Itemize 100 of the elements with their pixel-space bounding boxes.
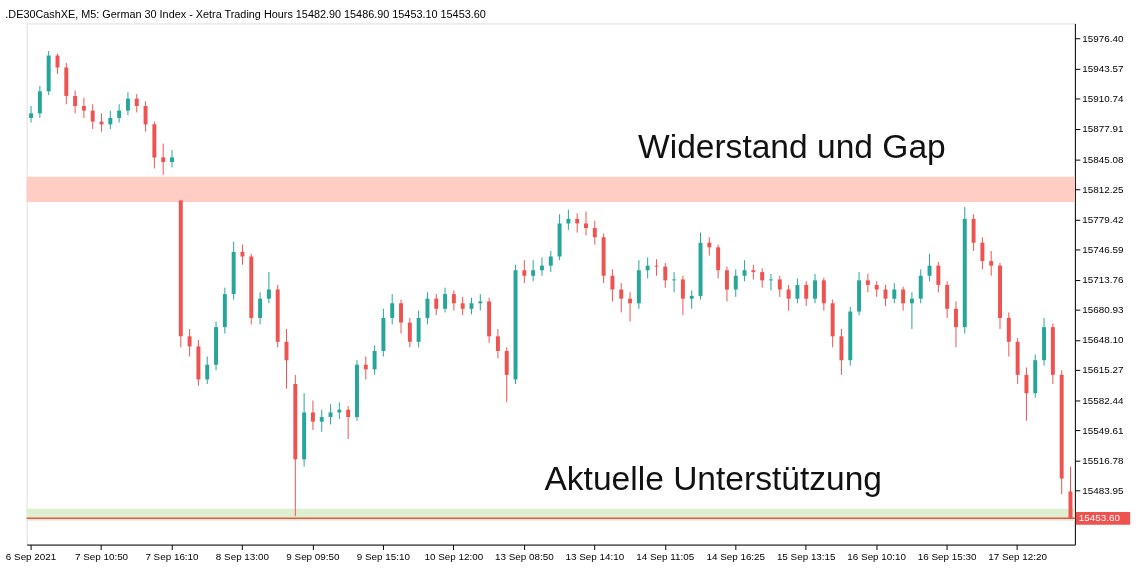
- candlestick: [310, 400, 315, 431]
- candlestick: [733, 268, 738, 298]
- x-tick-label: 14 Sep 16:25: [706, 550, 766, 562]
- candlestick: [865, 273, 870, 293]
- y-tick-label: 15648.10: [1082, 334, 1124, 346]
- candlestick: [478, 293, 483, 312]
- candlestick: [953, 300, 958, 348]
- x-tick-label: 10 Sep 12:00: [424, 550, 484, 562]
- candlestick: [1024, 367, 1029, 422]
- candlestick: [399, 299, 403, 335]
- candlestick: [724, 266, 729, 302]
- candlestick: [319, 409, 324, 433]
- candlestick: [760, 267, 765, 289]
- y-tick-label: 15516.78: [1082, 454, 1124, 466]
- candlestick: [786, 284, 791, 312]
- candlestick: [73, 89, 78, 114]
- candlestick: [821, 277, 826, 312]
- x-tick-label: 14 Sep 11:05: [636, 550, 695, 562]
- y-tick-label: 15713.76: [1082, 274, 1124, 286]
- y-tick-label: 15779.42: [1082, 213, 1124, 225]
- candlestick: [205, 356, 210, 385]
- candlestick: [266, 271, 271, 304]
- band-label: Aktuelle Unterstützung: [544, 460, 883, 498]
- x-tick-label: 17 Sep 12:20: [988, 550, 1048, 562]
- candlestick: [769, 273, 773, 291]
- x-tick-label: 7 Sep 16:10: [145, 550, 200, 562]
- candlestick: [81, 97, 86, 119]
- x-tick-label: 13 Sep 14:10: [565, 550, 625, 562]
- candlestick: [522, 259, 527, 284]
- y-tick-label: 15877.91: [1082, 123, 1124, 135]
- candlestick: [584, 211, 588, 236]
- candlestick: [117, 103, 122, 124]
- candlestick: [989, 250, 994, 277]
- candlestick: [777, 275, 782, 298]
- candlestick: [680, 275, 685, 316]
- candlestick: [143, 100, 148, 133]
- x-tick-label: 9 Sep 09:50: [286, 550, 341, 562]
- candlestick: [610, 268, 615, 302]
- candlestick: [108, 110, 113, 130]
- candlestick: [125, 91, 130, 116]
- candlestick: [170, 149, 174, 168]
- candlestick: [892, 282, 897, 304]
- candlestick: [672, 271, 677, 293]
- candlestick: [134, 93, 139, 113]
- ref-line-label: 15453.60: [1078, 512, 1121, 524]
- y-tick-label: 15910.74: [1082, 93, 1124, 105]
- candlestick: [945, 280, 950, 319]
- y-tick-label: 15680.93: [1082, 304, 1124, 316]
- y-tick-label: 15746.59: [1082, 243, 1124, 255]
- x-tick-label: 13 Sep 08:50: [495, 550, 555, 562]
- candlestick: [504, 346, 509, 403]
- candlestick: [742, 259, 747, 282]
- candlestick: [804, 280, 809, 307]
- y-tick-label: 15483.95: [1082, 484, 1124, 496]
- candlestick: [795, 278, 800, 304]
- candlestick: [416, 310, 421, 348]
- candlestick: [689, 289, 694, 310]
- candlestick: [29, 105, 34, 124]
- candlestick: [434, 293, 439, 316]
- candlestick: [451, 289, 456, 312]
- candlestick: [37, 85, 42, 119]
- candlestick: [407, 317, 412, 348]
- candlestick: [619, 282, 624, 313]
- x-tick-label: 9 Sep 15:10: [356, 550, 411, 562]
- candlestick: [495, 328, 500, 359]
- y-tick-label: 15549.61: [1082, 424, 1124, 436]
- candlestick: [258, 291, 263, 325]
- candlestick: [918, 268, 923, 304]
- y-tick-label: 15976.40: [1082, 33, 1124, 45]
- candlestick: [1006, 311, 1011, 357]
- x-tick-label: 8 Sep 13:00: [215, 550, 270, 562]
- candlestick: [425, 291, 430, 325]
- candlestick: [328, 403, 333, 425]
- candlestick: [663, 262, 668, 289]
- candlestick: [531, 259, 536, 282]
- y-tick-label: 15582.44: [1082, 394, 1124, 406]
- candlestick: [390, 293, 395, 325]
- candlestick: [813, 273, 817, 304]
- candlestick: [839, 328, 844, 376]
- band-label: Widerstand und Gap: [638, 127, 946, 165]
- candlestick: [716, 244, 721, 280]
- candlestick: [654, 258, 659, 277]
- candlestick: [161, 143, 166, 176]
- candlestick: [372, 344, 377, 376]
- y-tick-label: 15943.57: [1082, 63, 1124, 75]
- candlestick: [592, 220, 597, 246]
- candlestick: [548, 250, 553, 273]
- x-tick-label: 15 Sep 13:15: [776, 550, 837, 562]
- candlestick: [936, 261, 941, 293]
- candlestick: [90, 103, 95, 130]
- candlestick: [971, 213, 976, 252]
- candlestick: [927, 253, 932, 282]
- x-tick-label: 6 Sep 2021: [5, 550, 57, 562]
- candlestick: [901, 286, 906, 312]
- y-tick-label: 15812.25: [1082, 183, 1124, 195]
- y-tick-label: 15615.27: [1082, 364, 1124, 376]
- y-tick-label: 15845.08: [1082, 153, 1124, 165]
- x-tick-label: 16 Sep 10:10: [847, 550, 907, 562]
- x-tick-label: 16 Sep 15:30: [917, 550, 977, 562]
- candlestick: [187, 328, 192, 357]
